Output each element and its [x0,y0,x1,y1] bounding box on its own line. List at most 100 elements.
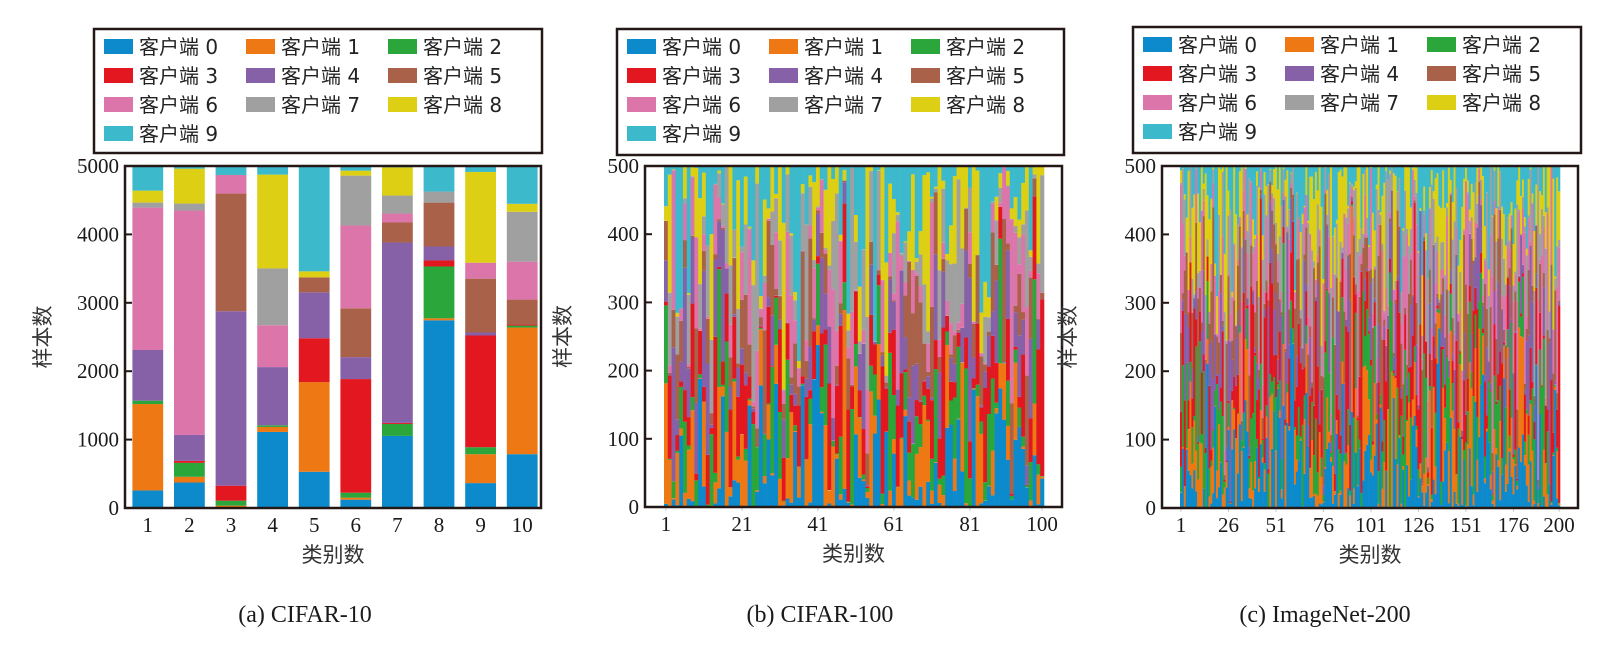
bar-segment [1295,459,1299,472]
bar-segment [789,295,794,378]
bar-segment [1552,373,1555,433]
bar-segment [1316,204,1319,255]
bar-segment [1423,353,1426,474]
bar-segment [785,359,790,459]
bar-segment [675,312,680,317]
bar-segment [1493,291,1496,325]
bar-segment [1299,438,1302,441]
bar-segment [759,326,764,328]
bar-segment [1341,166,1344,177]
bar-segment [1197,442,1200,445]
x-tick-label: 101 [1355,513,1387,537]
bar-segment [1208,496,1211,508]
bar-segment [705,318,710,364]
bar-segment [857,477,862,507]
bar-segment [1202,488,1205,508]
bar-segment [914,363,919,401]
bar-segment [1484,260,1487,284]
bar-segment [1497,167,1500,207]
bar-segment [816,263,821,326]
bar-segment [911,313,916,366]
bar-segment [907,261,912,263]
bar-segment [952,176,957,264]
legend-item: 客户端 6 [1143,91,1257,115]
bar-segment [1404,166,1407,191]
bar-segment [865,497,870,507]
x-tick-label: 200 [1543,513,1575,537]
bar-segment [1269,201,1272,263]
bar-segment [1379,212,1382,215]
bar-segment [1028,277,1033,339]
x-tick-label: 151 [1450,513,1482,537]
legend-label: 客户端 4 [804,64,883,88]
bar-segment [930,397,935,401]
bar-segment [732,480,737,507]
bar-segment [941,242,946,259]
bar-segment [1556,408,1559,410]
legend-item: 客户端 9 [104,122,218,146]
bar-segment [949,357,954,382]
bar-segment [1550,264,1553,266]
bar-segment [679,166,684,309]
bar-segment [937,438,942,479]
bar-segment [1189,475,1192,508]
legend-label: 客户端 4 [281,64,360,88]
bar-segment [819,387,824,412]
bar-segment [1430,494,1433,500]
bar-segment [702,250,707,271]
bar-segment [1470,238,1473,334]
bar-segment [1316,283,1319,367]
bar-segment [1221,331,1224,417]
legend-label: 客户端 1 [804,35,883,59]
bar-segment [1269,396,1272,508]
bar-segment [1520,166,1523,197]
bar-segment [1463,234,1466,333]
x-tick-label: 26 [1218,513,1239,537]
bar-segment [1461,504,1464,508]
bar-segment [1504,464,1508,492]
bar-segment [918,424,923,448]
bar-segment [1199,442,1202,508]
bar-segment [1352,235,1356,277]
bar-segment [854,166,859,216]
bar-segment [1278,236,1281,300]
bar-segment [1554,385,1557,387]
bar-segment [903,241,908,243]
bar-segment [1459,436,1462,508]
bar-segment [1259,410,1262,445]
bar-segment [1535,184,1538,226]
bar-segment [1360,253,1363,264]
bar-segment [1212,169,1215,184]
bar-segment [1009,499,1014,507]
bar-segment [1554,380,1557,385]
bar-segment [1295,355,1299,387]
bar-segment [1294,166,1297,291]
bar-segment [1360,228,1363,254]
bar-segment [1542,449,1546,497]
bar-segment [1214,406,1217,508]
bar-segment [1487,381,1490,443]
bar-segment [1275,222,1278,242]
bar-segment [812,379,817,507]
bar-segment [1451,317,1454,354]
bar-segment [1529,403,1532,462]
bar-segment [838,303,843,314]
bar-segment [1533,406,1536,422]
bar-segment [1484,483,1487,508]
bar-segment [728,386,733,410]
bar-segment [1485,308,1489,348]
bar-segment [922,343,927,381]
bar-segment [1459,350,1462,353]
bar-segment [1221,166,1224,172]
bar-segment [1181,310,1185,366]
bar-segment [1423,236,1426,239]
bar-segment [1311,382,1314,388]
bar-segment [755,183,760,351]
bar-segment [1187,289,1190,313]
bar-segment [1370,459,1373,473]
bar-segment [1324,466,1327,469]
bar-segment [766,439,771,507]
bar-segment [1269,169,1272,182]
bar-segment [675,166,680,313]
bar-segment [865,487,870,492]
